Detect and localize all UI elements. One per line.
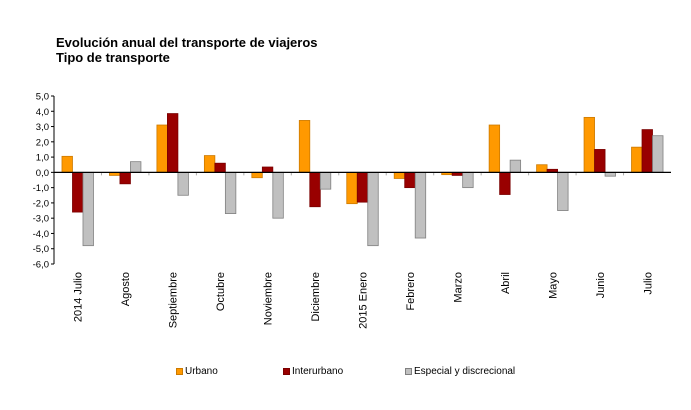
legend-item-urbano: Urbano (176, 366, 218, 377)
bar-especial (367, 171, 379, 247)
y-tick-label: 5,0 (36, 92, 49, 103)
bar-especial (82, 171, 94, 247)
bar-urbano (583, 116, 595, 173)
bar-especial (130, 161, 142, 173)
bar-interurbano (309, 171, 321, 208)
bar-interurbano (72, 171, 84, 213)
x-tick-label: Noviembre (263, 272, 275, 325)
bar-especial (509, 159, 522, 173)
x-tick-label: Diciembre (310, 272, 322, 322)
chart-title: Evolución anual del transporte de viajer… (56, 35, 318, 50)
bar-urbano (203, 155, 216, 173)
bar-interurbano (167, 113, 179, 173)
y-tick-label: -5,0 (33, 244, 49, 255)
bar-especial (557, 171, 569, 211)
bar-especial (414, 171, 427, 239)
bar-urbano (251, 171, 263, 179)
y-tick-label: 0,0 (36, 168, 49, 179)
bar-interurbano (594, 149, 606, 173)
y-tick-label: -4,0 (33, 229, 49, 240)
bar-especial (272, 171, 284, 219)
x-tick-label: 2015 Enero (358, 272, 370, 329)
y-tick-label: 4,0 (36, 107, 49, 118)
legend-item-especial: Especial y discrecional (405, 366, 515, 377)
x-tick-label: 2014 Julio (73, 272, 85, 322)
x-tick-label: Septiembre (168, 272, 180, 328)
bar-urbano (631, 146, 643, 173)
x-tick-label: Marzo (452, 272, 464, 303)
x-tick-label: Febrero (405, 272, 417, 311)
legend-label-urbano: Urbano (185, 366, 218, 377)
bar-interurbano (404, 171, 416, 189)
bar-urbano (488, 124, 501, 173)
bar-interurbano (214, 162, 226, 173)
legend-item-interurbano: Interurbano (283, 366, 343, 377)
chart-title-block: Evolución anual del transporte de viajer… (56, 35, 318, 65)
bar-especial (177, 171, 189, 196)
y-tick-label: -3,0 (33, 214, 49, 225)
bar-interurbano (499, 171, 511, 195)
bar-interurbano (261, 166, 274, 173)
bar-urbano (393, 171, 406, 179)
x-tick-label: Junio (595, 272, 607, 298)
legend-swatch-especial (405, 368, 412, 375)
bar-urbano (298, 120, 311, 173)
y-tick-label: -6,0 (33, 260, 49, 271)
x-tick-label: Julio (642, 272, 654, 295)
bar-urbano (346, 171, 358, 205)
y-tick-label: 1,0 (36, 153, 49, 164)
bar-interurbano (641, 129, 653, 173)
x-tick-label: Octubre (215, 272, 227, 311)
y-tick-label: -1,0 (33, 183, 49, 194)
legend-swatch-urbano (176, 368, 183, 375)
bar-urbano (61, 155, 73, 173)
legend: Urbano Interurbano Especial y discrecion… (0, 366, 691, 382)
x-tick-label: Agosto (120, 272, 132, 306)
y-tick-label: 2,0 (36, 137, 49, 148)
x-tick-label: Mayo (547, 272, 559, 299)
bar-especial (224, 171, 237, 214)
legend-label-interurbano: Interurbano (292, 366, 344, 377)
bar-especial (462, 171, 474, 189)
y-tick-label: 3,0 (36, 122, 49, 133)
bar-chart: 5,0 4,0 3,0 2,0 1,0 0,0 -1,0 -2,0 -3,0 -4,0 -5,0 -6… (33, 92, 671, 329)
legend-swatch-interurbano (283, 368, 290, 375)
bar-especial (319, 171, 332, 190)
chart-subtitle: Tipo de transporte (56, 50, 170, 65)
bar-especial (652, 135, 664, 173)
bar-urbano (156, 124, 168, 173)
y-tick-label: -2,0 (33, 198, 49, 209)
bar-interurbano (356, 171, 369, 203)
bar-interurbano (119, 171, 131, 185)
legend-label-especial: Especial y discrecional (414, 366, 516, 377)
x-tick-label: Abril (500, 272, 512, 294)
bar-urbano (536, 164, 548, 173)
